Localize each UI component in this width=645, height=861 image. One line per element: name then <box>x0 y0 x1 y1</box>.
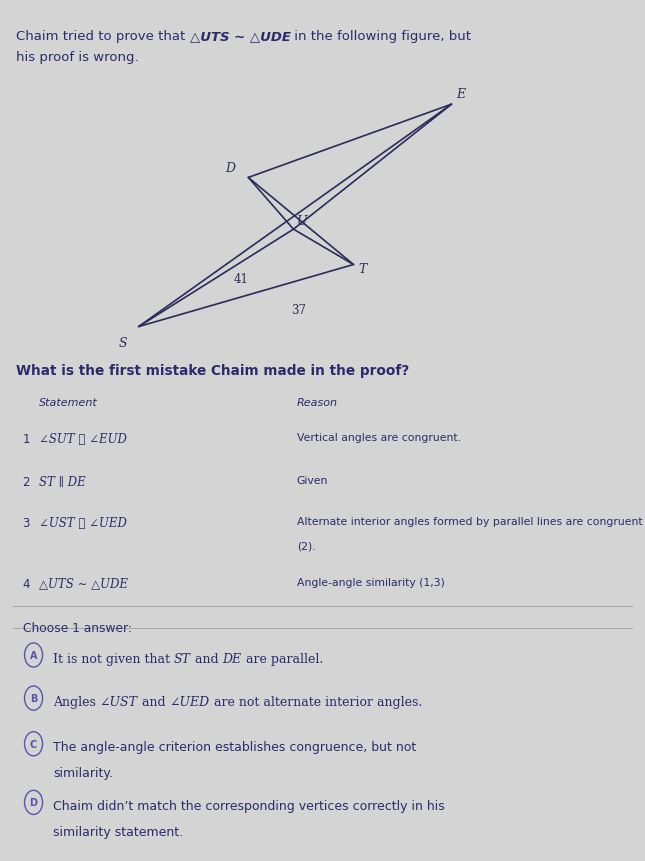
Text: What is the first mistake Chaim made in the proof?: What is the first mistake Chaim made in … <box>16 363 410 377</box>
Text: D: D <box>225 161 235 175</box>
Text: and: and <box>138 695 170 708</box>
Text: 2: 2 <box>23 475 30 488</box>
Text: A: A <box>30 650 37 660</box>
Text: and: and <box>191 652 223 665</box>
Text: D: D <box>30 797 37 808</box>
Text: Reason: Reason <box>297 398 338 408</box>
Text: Chaim tried to prove that: Chaim tried to prove that <box>16 30 190 43</box>
Text: his proof is wrong.: his proof is wrong. <box>16 51 139 64</box>
Text: ST: ST <box>174 652 191 665</box>
Text: 3: 3 <box>23 517 30 530</box>
Text: Chaim didn’t match the corresponding vertices correctly in his: Chaim didn’t match the corresponding ver… <box>53 799 444 812</box>
Text: B: B <box>30 693 37 703</box>
Text: Statement: Statement <box>39 398 97 408</box>
Text: T: T <box>359 263 366 276</box>
Text: ∠UST ≅ ∠UED: ∠UST ≅ ∠UED <box>39 517 126 530</box>
Text: are not alternate interior angles.: are not alternate interior angles. <box>210 695 422 708</box>
Text: ∠UED: ∠UED <box>170 695 210 708</box>
Text: △UTS ∼ △UDE: △UTS ∼ △UDE <box>39 577 128 590</box>
Text: 4: 4 <box>23 577 30 590</box>
Text: S: S <box>118 336 127 350</box>
Text: similarity statement.: similarity statement. <box>53 825 183 838</box>
Text: are parallel.: are parallel. <box>242 652 323 665</box>
Text: 37: 37 <box>291 303 306 317</box>
Text: E: E <box>456 88 465 102</box>
Text: 1: 1 <box>23 432 30 445</box>
Text: ∠UST: ∠UST <box>100 695 138 708</box>
Text: △UTS ∼ △UDE: △UTS ∼ △UDE <box>190 30 290 43</box>
Text: similarity.: similarity. <box>53 766 113 779</box>
Text: ST ∥ DE: ST ∥ DE <box>39 475 85 488</box>
Text: DE: DE <box>223 652 242 665</box>
Text: 41: 41 <box>233 272 248 286</box>
Text: in the following figure, but: in the following figure, but <box>290 30 471 43</box>
Text: Alternate interior angles formed by parallel lines are congruent: Alternate interior angles formed by para… <box>297 517 642 527</box>
Text: It is not given that: It is not given that <box>53 652 174 665</box>
Text: Given: Given <box>297 475 328 486</box>
Text: Choose 1 answer:: Choose 1 answer: <box>23 622 132 635</box>
Text: Vertical angles are congruent.: Vertical angles are congruent. <box>297 432 461 443</box>
Text: (2).: (2). <box>297 541 315 551</box>
Text: C: C <box>30 739 37 749</box>
Text: Angle-angle similarity (1,3): Angle-angle similarity (1,3) <box>297 577 444 587</box>
Text: ∠SUT ≅ ∠EUD: ∠SUT ≅ ∠EUD <box>39 432 126 445</box>
Text: The angle-angle criterion establishes congruence, but not: The angle-angle criterion establishes co… <box>53 740 416 753</box>
Text: U: U <box>297 214 308 228</box>
Text: Angles: Angles <box>53 695 100 708</box>
